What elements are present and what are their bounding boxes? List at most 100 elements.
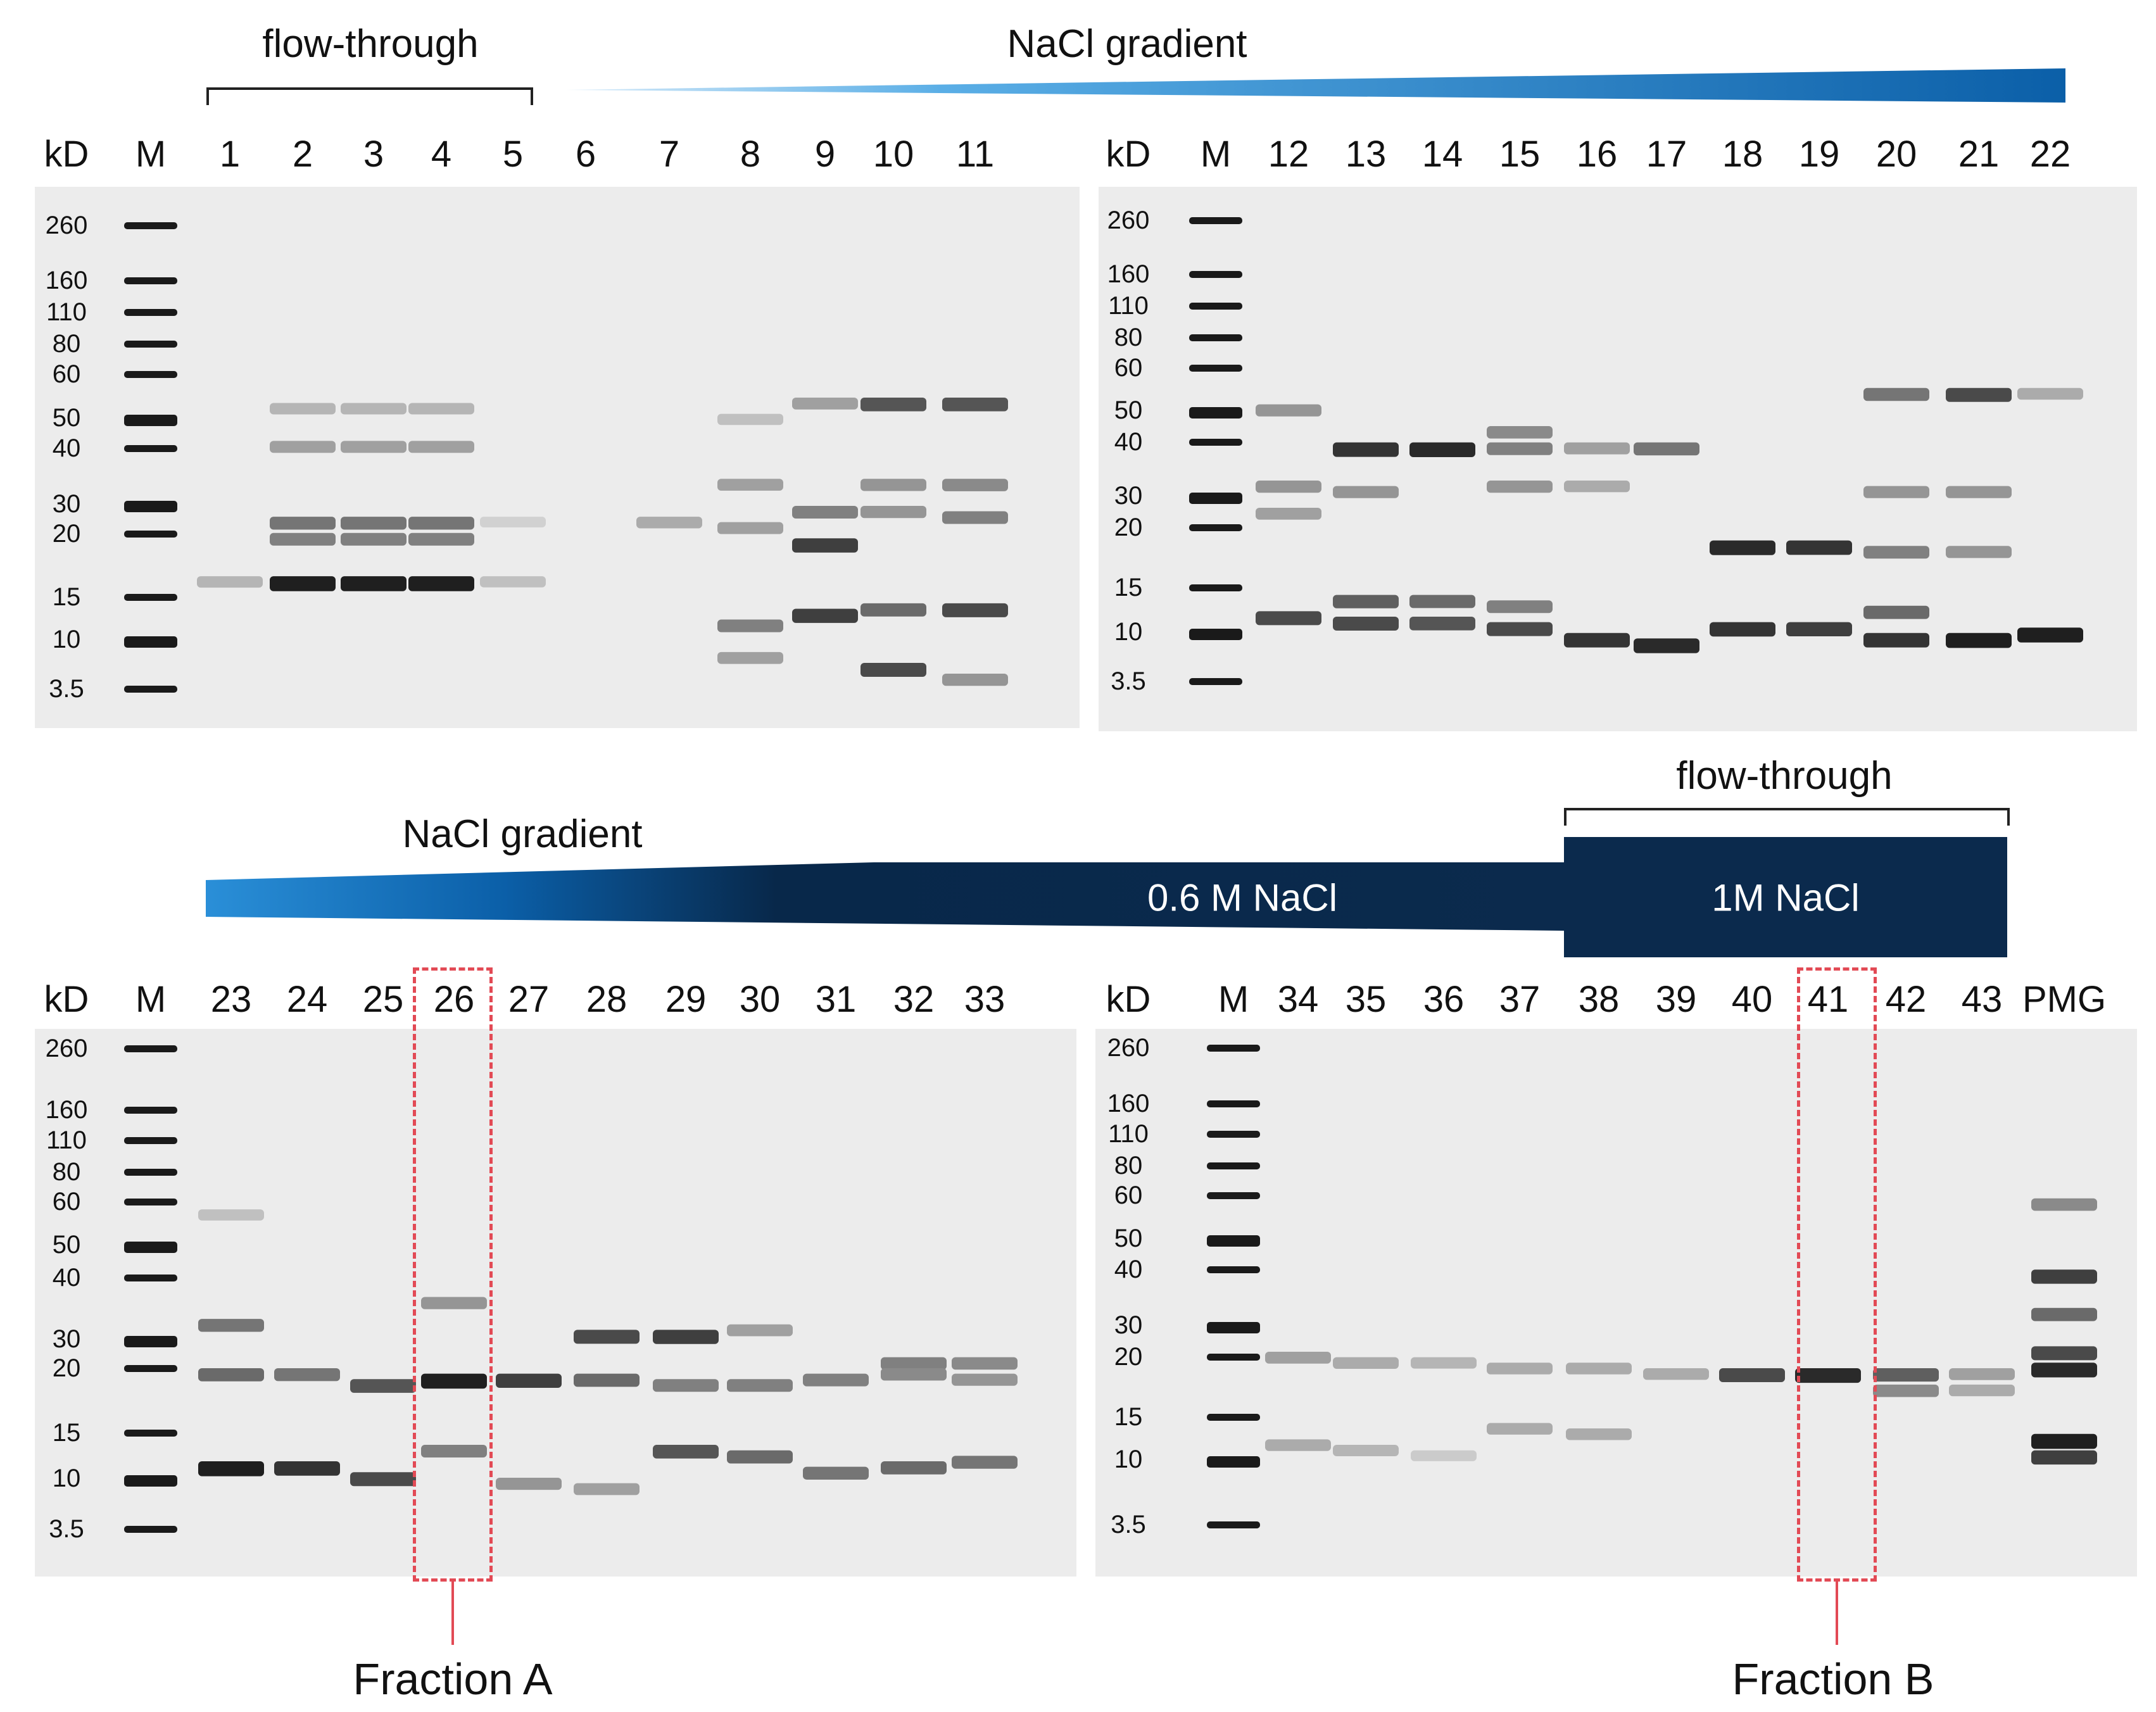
mw-marker-label: 15 — [52, 583, 81, 611]
protein-band — [792, 506, 858, 519]
mw-marker-label: 260 — [1107, 1034, 1150, 1062]
mw-marker-label: 110 — [1108, 292, 1149, 320]
protein-band — [1256, 481, 1321, 493]
lane-label: 26 — [433, 979, 475, 1020]
marker-band — [1189, 629, 1242, 640]
marker-band — [124, 1430, 177, 1437]
protein-band — [1566, 1363, 1632, 1375]
plateau-label: 0.6 M NaCl — [1147, 876, 1338, 919]
lane-label: 37 — [1499, 979, 1541, 1020]
flow-through-label-top: flow-through — [262, 22, 479, 66]
protein-band — [952, 1456, 1018, 1469]
protein-band — [2031, 1269, 2097, 1284]
mw-marker-label: 15 — [52, 1419, 81, 1447]
protein-band — [408, 441, 474, 453]
mw-marker-label: 50 — [1114, 396, 1143, 424]
lane-label: 40 — [1731, 979, 1773, 1020]
protein-band — [341, 532, 407, 546]
mw-marker-label: 110 — [1108, 1120, 1149, 1148]
gel-background — [1099, 187, 2137, 731]
marker-band — [1189, 365, 1242, 372]
protein-band — [2031, 1307, 2097, 1321]
mw-marker-label: 80 — [1114, 1152, 1143, 1180]
protein-band — [881, 1357, 947, 1370]
protein-band — [1411, 1450, 1477, 1461]
protein-band — [1634, 638, 1699, 653]
marker-lane-label: M — [135, 979, 167, 1020]
protein-band — [270, 441, 336, 453]
protein-band — [574, 1373, 640, 1387]
protein-band — [198, 1368, 264, 1382]
lane-label: 28 — [586, 979, 627, 1020]
protein-band — [861, 603, 926, 617]
lane-label: 21 — [1958, 134, 2000, 175]
protein-band — [198, 1461, 264, 1476]
lane-label: 22 — [2029, 134, 2071, 175]
protein-band — [1564, 633, 1630, 648]
marker-lane-label: M — [1200, 134, 1232, 175]
mw-marker-label: 3.5 — [1111, 667, 1146, 695]
mw-marker-label: 260 — [45, 211, 88, 239]
protein-band — [1409, 595, 1475, 608]
protein-band — [1873, 1384, 1939, 1397]
lane-label: 30 — [739, 979, 781, 1020]
protein-band — [1946, 546, 2012, 558]
mw-marker-label: 10 — [1114, 618, 1143, 646]
protein-band — [197, 576, 263, 588]
protein-band — [2017, 387, 2083, 400]
mw-marker-label: 60 — [52, 1188, 81, 1216]
protein-band — [1634, 442, 1699, 456]
protein-band — [942, 674, 1008, 686]
mw-marker-label: 10 — [52, 1464, 81, 1492]
protein-band — [2031, 1346, 2097, 1361]
protein-band — [792, 398, 858, 410]
protein-band — [1786, 622, 1852, 636]
mw-marker-label: 15 — [1114, 574, 1143, 601]
gel-image — [35, 1029, 1076, 1577]
marker-band — [124, 1107, 177, 1114]
protein-band — [952, 1357, 1018, 1370]
protein-band — [270, 517, 336, 530]
protein-band — [803, 1373, 869, 1387]
protein-band — [274, 1461, 340, 1476]
marker-band — [1207, 1045, 1260, 1052]
protein-band — [636, 517, 702, 529]
marker-band — [1189, 271, 1242, 278]
mw-marker-label: 30 — [1114, 1311, 1143, 1339]
marker-band — [124, 1045, 177, 1052]
fraction-b-highlight — [1797, 967, 1877, 1582]
protein-band — [1333, 1357, 1399, 1369]
marker-band — [1189, 407, 1242, 419]
protein-band — [861, 506, 926, 519]
protein-band — [1487, 442, 1553, 455]
protein-band — [408, 532, 474, 546]
lane-label: 14 — [1422, 134, 1463, 175]
fraction-b-label: Fraction B — [1732, 1654, 1934, 1704]
mw-marker-label: 15 — [1114, 1403, 1143, 1431]
protein-band — [350, 1379, 416, 1393]
lane-label: 27 — [508, 979, 550, 1020]
protein-band — [717, 651, 783, 664]
protein-band — [942, 603, 1008, 617]
kd-unit-label: kD — [44, 134, 89, 175]
lane-label: 15 — [1499, 134, 1541, 175]
mw-marker-label: 110 — [46, 1126, 87, 1154]
mw-marker-label: 40 — [1114, 428, 1143, 456]
protein-band — [1946, 633, 2012, 648]
protein-band — [1487, 1423, 1553, 1435]
kd-unit-label: kD — [1106, 979, 1151, 1020]
protein-band — [1256, 508, 1321, 520]
kd-unit-label: kD — [44, 979, 89, 1020]
lane-label: 42 — [1885, 979, 1927, 1020]
lane-label: 23 — [210, 979, 252, 1020]
marker-band — [1189, 217, 1242, 224]
protein-band — [350, 1472, 416, 1487]
lane-label: 2 — [292, 134, 313, 175]
lane-label: 39 — [1655, 979, 1697, 1020]
gel-image — [35, 187, 1080, 728]
protein-band — [861, 398, 926, 412]
marker-band — [124, 1169, 177, 1176]
lane-label: 1 — [219, 134, 241, 175]
protein-band — [1786, 540, 1852, 555]
nacl-gradient-label-top: NaCl gradient — [1007, 22, 1247, 66]
